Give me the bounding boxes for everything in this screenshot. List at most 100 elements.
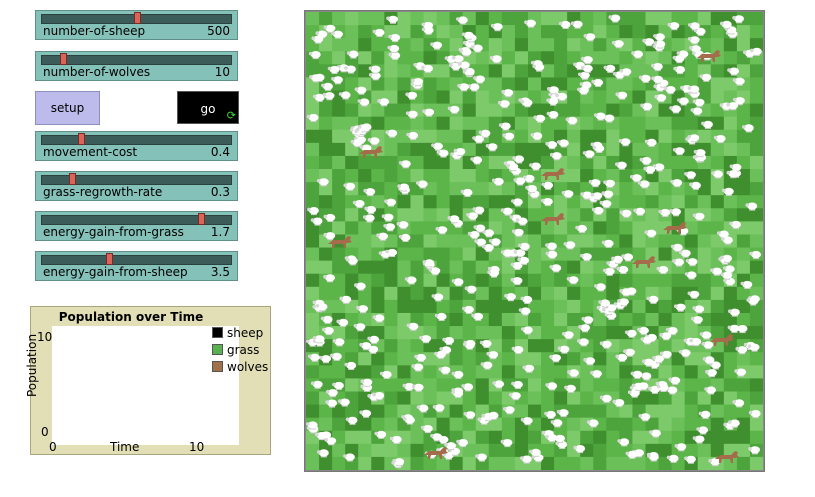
go-button[interactable]: go ⟳ [177,91,239,124]
sheep-icon [315,432,327,441]
sheep-icon [583,33,596,42]
slider-handle[interactable] [78,133,85,145]
grass-patch [358,260,372,275]
grass-patch [501,12,516,26]
grass-patch [449,260,464,275]
grass-patch [436,129,451,144]
grass-patch [527,404,542,419]
grass-patch [671,129,686,144]
grass-patch [488,38,503,52]
grass-patch [475,169,490,183]
grass-patch [697,182,712,196]
slider-track[interactable] [41,135,232,145]
sheep-icon [308,51,321,60]
slider-energy-gain-from-grass[interactable]: energy-gain-from-grass 1.7 [35,211,238,241]
slider-handle[interactable] [68,173,76,185]
world-canvas[interactable] [306,12,763,470]
grass-patch [371,38,385,52]
sheep-icon [640,102,653,111]
sheep-icon [360,378,373,387]
grass-patch [384,378,398,393]
sheep-icon [376,232,388,241]
slider-handle[interactable] [59,53,67,65]
sheep-icon [684,171,696,180]
grass-patch [410,339,425,353]
grass-patch [736,64,751,79]
slider-handle[interactable] [133,12,141,24]
grass-patch [593,312,607,327]
slider-energy-gain-from-sheep[interactable]: energy-gain-from-sheep 3.5 [35,251,238,281]
grass-patch [541,456,555,470]
slider-number-of-sheep[interactable]: number-of-sheep 500 [35,10,238,40]
sheep-icon [461,383,474,392]
grass-patch [671,38,686,52]
grass-patch [527,247,542,262]
grass-patch [384,312,398,327]
grass-patch [449,352,464,366]
grass-patch [501,273,516,288]
grass-patch [749,64,763,79]
slider-track[interactable] [41,255,232,265]
grass-patch [658,103,673,118]
sheep-icon [510,277,523,286]
slider-track[interactable] [41,215,232,225]
slider-track[interactable] [41,55,232,65]
grass-patch [332,443,346,458]
plot-title: Population over Time [58,310,204,324]
grass-patch [371,195,385,209]
grass-patch [645,247,660,262]
grass-patch [410,260,425,275]
grass-patch [593,25,607,39]
grass-patch [423,116,438,131]
wolf-icon [541,168,565,180]
sheep-icon [506,163,519,172]
sheep-icon [580,191,593,200]
world-view[interactable] [304,10,765,472]
grass-patch [554,51,568,65]
grass-patch [710,155,725,170]
grass-patch [319,286,333,301]
grass-patch [462,352,477,366]
slider-handle[interactable] [105,253,113,265]
grass-patch [358,430,372,445]
grass-patch [527,103,542,118]
sheep-icon [621,253,634,262]
grass-patch [462,90,477,105]
sheep-icon [428,267,441,276]
grass-patch [736,299,751,314]
sheep-icon [316,178,329,187]
grass-patch [541,221,555,236]
grass-patch [358,103,372,118]
grass-patch [593,51,607,65]
sheep-icon [435,226,448,235]
grass-patch [684,64,699,79]
grass-patch [749,12,763,26]
setup-button[interactable]: setup [35,91,100,125]
slider-value: 1.7 [210,225,230,239]
grass-patch [410,142,425,157]
grass-patch [371,299,385,314]
grass-patch [710,286,725,301]
sheep-icon [312,335,325,344]
grass-patch [567,90,581,105]
slider-track[interactable] [41,175,232,185]
sheep-icon [416,404,429,413]
grass-patch [554,64,568,79]
grass-patch [580,129,594,144]
sheep-icon [710,267,722,276]
grass-patch [501,417,516,432]
grass-patch [554,116,568,131]
sheep-icon [556,409,569,418]
slider-handle[interactable] [198,213,206,225]
grass-patch [358,443,372,458]
grass-patch [397,38,412,52]
grass-patch [501,77,516,92]
slider-number-of-wolves[interactable]: number-of-wolves 10 [35,51,238,81]
grass-patch [619,273,634,288]
legend-label: grass [227,342,260,357]
slider-movement-cost[interactable]: movement-cost 0.4 [35,131,238,161]
slider-grass-regrowth-rate[interactable]: grass-regrowth-rate 0.3 [35,171,238,201]
grass-patch [541,38,555,52]
grass-patch [449,195,464,209]
slider-label: grass-regrowth-rate [43,185,163,199]
